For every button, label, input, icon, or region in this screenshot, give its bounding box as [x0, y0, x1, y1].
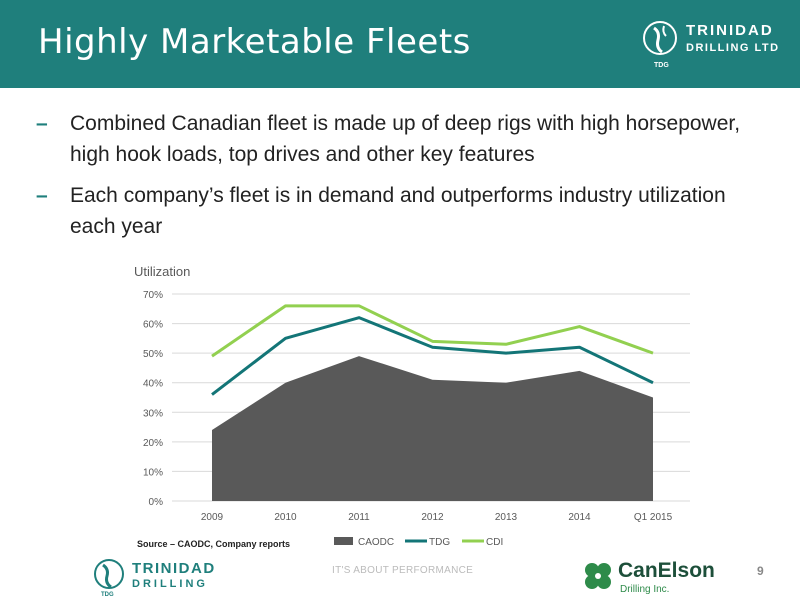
logo-bottom-line2: DRILLING [132, 578, 208, 590]
legend-swatch-caodc [334, 537, 353, 545]
trinidad-logo-bottom: TRINIDAD DRILLING TDG [92, 556, 242, 600]
canelson-logo: CanElson Drilling Inc. [580, 558, 730, 598]
x-tick-label: Q1 2015 [634, 512, 673, 523]
x-tick-label: 2009 [201, 512, 224, 523]
chart-title: Utilization [134, 264, 190, 279]
logo-bottom-line1: TRINIDAD [132, 560, 216, 577]
x-tick-label: 2014 [568, 512, 591, 523]
y-tick-label: 20% [143, 438, 163, 449]
y-tick-label: 50% [143, 349, 163, 360]
x-tick-label: 2011 [348, 512, 370, 523]
canelson-logo-line1: CanElson [618, 559, 715, 583]
clover-icon [580, 558, 616, 594]
legend-label-cdi: CDI [486, 537, 503, 548]
x-tick-label: 2010 [274, 512, 297, 523]
trinidad-emblem-icon [92, 556, 128, 596]
series-area-caodc [212, 356, 653, 501]
y-tick-label: 10% [143, 467, 163, 478]
footer-tagline: IT'S ABOUT PERFORMANCE [332, 565, 473, 576]
y-tick-label: 30% [143, 408, 163, 419]
y-tick-label: 0% [149, 497, 164, 508]
canelson-logo-line2: Drilling Inc. [620, 584, 669, 595]
y-tick-label: 40% [143, 379, 163, 390]
legend-label-tdg: TDG [429, 537, 450, 548]
legend-label-caodc: CAODC [358, 537, 394, 548]
y-tick-label: 70% [143, 290, 163, 301]
chart-source: Source – CAODC, Company reports [137, 539, 290, 549]
x-tick-label: 2013 [495, 512, 518, 523]
y-tick-label: 60% [143, 320, 163, 331]
x-tick-label: 2012 [421, 512, 444, 523]
logo-bottom-mark: TDG [101, 592, 114, 598]
page-number: 9 [757, 564, 764, 578]
